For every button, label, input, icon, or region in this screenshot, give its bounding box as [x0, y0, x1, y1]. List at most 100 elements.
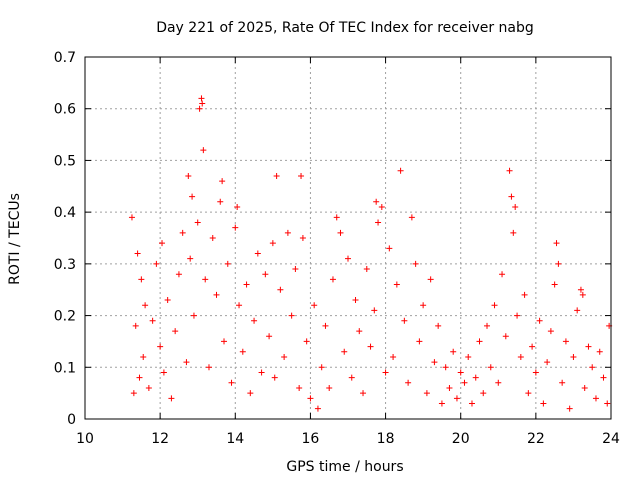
- data-point: [341, 348, 348, 355]
- data-point: [360, 390, 367, 397]
- axis-ticks: 10 12 14 16 18 20 22 24 0 0.1 0.2 0.3 0.4 0.5 0.6 0.7: [54, 50, 620, 447]
- data-point: [435, 322, 442, 329]
- data-point: [224, 260, 231, 267]
- data-point: [390, 353, 397, 360]
- data-point: [553, 240, 560, 247]
- data-point: [373, 198, 380, 205]
- data-point: [199, 100, 206, 107]
- data-point: [506, 167, 513, 174]
- data-point: [393, 281, 400, 288]
- data-point: [450, 348, 457, 355]
- data-point: [200, 147, 207, 154]
- data-point: [521, 291, 528, 298]
- data-point: [544, 359, 551, 366]
- x-tick-label: 16: [302, 431, 320, 447]
- data-point: [453, 395, 460, 402]
- x-axis-label: GPS time / hours: [286, 459, 403, 475]
- data-point: [476, 338, 483, 345]
- data-point: [375, 219, 382, 226]
- data-point: [187, 255, 194, 262]
- data-point: [209, 235, 216, 241]
- data-point: [157, 343, 164, 350]
- data-point: [314, 405, 321, 412]
- data-point: [382, 369, 389, 376]
- data-point: [172, 328, 179, 335]
- data-point: [164, 297, 171, 304]
- data-point: [190, 312, 197, 319]
- data-point: [134, 250, 141, 257]
- data-point: [284, 229, 291, 236]
- data-point: [438, 400, 445, 407]
- data-point: [183, 359, 190, 366]
- data-point: [457, 369, 464, 376]
- data-point: [142, 302, 149, 309]
- data-point: [592, 395, 599, 402]
- data-point: [185, 172, 192, 179]
- data-point: [311, 302, 318, 309]
- data-point: [480, 390, 487, 397]
- data-point: [401, 317, 408, 324]
- data-point: [536, 317, 543, 324]
- y-tick-label: 0.5: [54, 153, 76, 169]
- data-point: [532, 369, 539, 376]
- data-point: [529, 343, 536, 350]
- data-point: [472, 374, 479, 381]
- data-point: [140, 353, 147, 360]
- y-tick-label: 0.1: [54, 360, 76, 376]
- data-point: [484, 322, 491, 329]
- data-point: [581, 384, 588, 391]
- grid: [85, 57, 611, 419]
- data-point: [547, 328, 554, 335]
- data-point: [596, 348, 603, 355]
- data-point: [559, 379, 566, 386]
- data-point: [221, 338, 228, 345]
- data-point: [589, 364, 596, 371]
- data-point: [196, 105, 203, 112]
- data-point: [153, 260, 160, 267]
- x-tick-label: 24: [602, 431, 620, 447]
- data-point: [329, 276, 336, 283]
- data-point: [198, 95, 205, 102]
- data-point: [159, 240, 166, 247]
- data-point: [512, 203, 519, 210]
- data-point: [416, 338, 423, 345]
- data-point: [499, 271, 506, 278]
- data-point: [577, 286, 584, 293]
- data-point: [510, 229, 517, 236]
- data-point: [296, 384, 303, 391]
- data-point: [397, 167, 404, 174]
- data-point: [579, 291, 586, 298]
- x-tick-label: 14: [226, 431, 244, 447]
- data-point: [491, 302, 498, 309]
- data-point: [160, 369, 167, 376]
- data-point: [465, 353, 472, 360]
- data-points: [128, 95, 613, 412]
- data-point: [495, 379, 502, 386]
- data-point: [427, 276, 434, 283]
- data-point: [367, 343, 374, 350]
- data-point: [149, 317, 156, 324]
- data-point: [525, 390, 532, 397]
- data-point: [514, 312, 521, 319]
- data-point: [566, 405, 573, 412]
- data-point: [281, 353, 288, 360]
- data-point: [378, 203, 385, 210]
- plot-frame: [84, 56, 612, 420]
- data-point: [247, 390, 254, 397]
- y-axis-label: ROTI / TECUs: [7, 193, 23, 285]
- data-point: [194, 219, 201, 226]
- data-point: [189, 193, 196, 200]
- data-point: [266, 333, 273, 340]
- data-point: [236, 302, 243, 309]
- data-point: [258, 369, 265, 376]
- y-tick-label: 0.2: [54, 309, 76, 325]
- data-point: [202, 276, 209, 283]
- data-point: [517, 353, 524, 360]
- data-point: [138, 276, 145, 283]
- data-point: [431, 359, 438, 366]
- data-point: [298, 172, 305, 179]
- data-point: [269, 240, 276, 247]
- data-point: [600, 374, 607, 381]
- data-point: [217, 198, 224, 205]
